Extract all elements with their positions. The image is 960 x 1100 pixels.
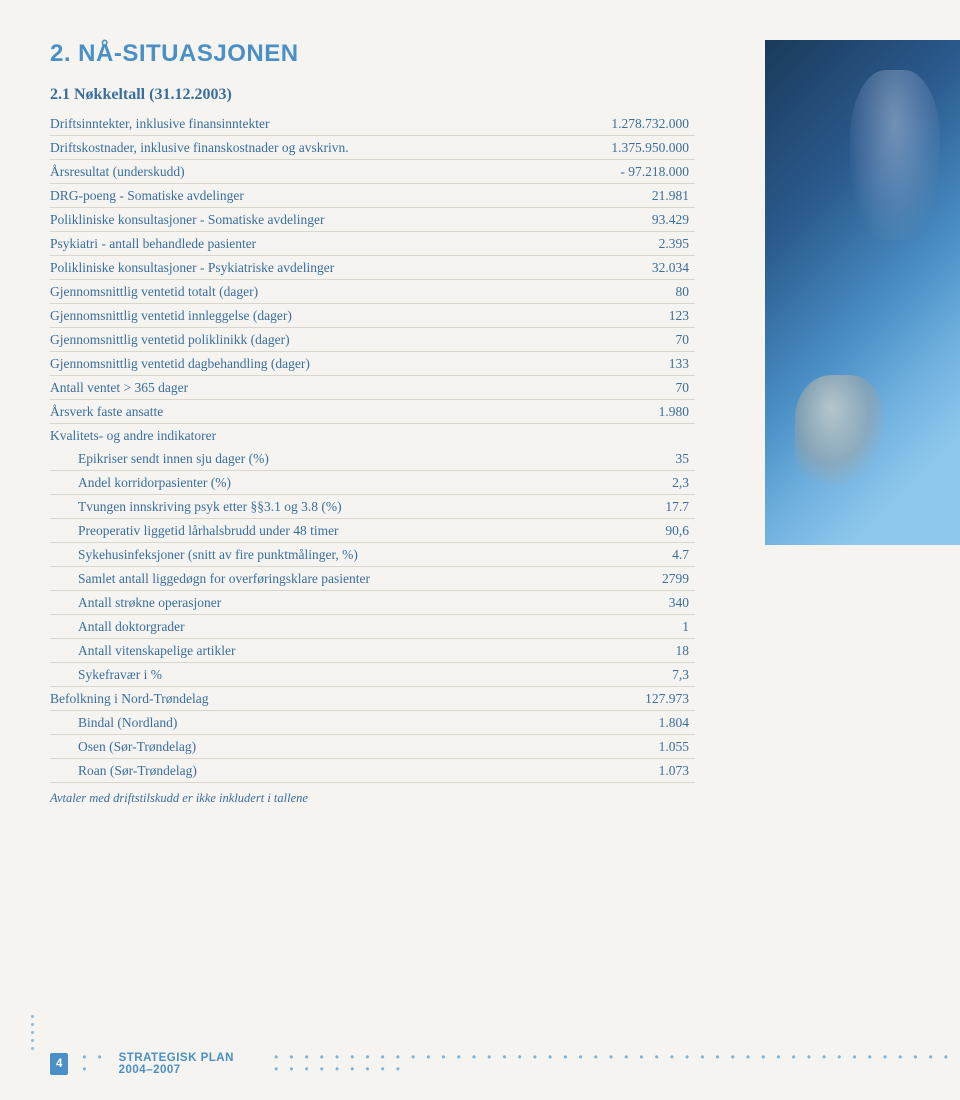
table-row: Antall doktorgrader1	[50, 615, 695, 639]
table-row-label: Sykefravær i %	[50, 667, 605, 683]
table-row: Gjennomsnittlig ventetid poliklinikk (da…	[50, 328, 695, 352]
table-row: Årsverk faste ansatte1.980	[50, 400, 695, 424]
table-row-value: 2.395	[605, 236, 695, 252]
table-row-value: 80	[605, 284, 695, 300]
table-row-value: 127.973	[605, 691, 695, 707]
table-row-label: Årsverk faste ansatte	[50, 404, 605, 420]
table-row-value: 21.981	[605, 188, 695, 204]
table-row-value: 1	[605, 619, 695, 635]
footer-title: STRATEGISK PLAN 2004–2007	[119, 1052, 271, 1076]
table-row: Gjennomsnittlig ventetid totalt (dager)8…	[50, 280, 695, 304]
table-row-label: Antall strøkne operasjoner	[50, 595, 605, 611]
table-row: Kvalitets- og andre indikatorer	[50, 424, 695, 447]
table-footnote: Avtaler med driftstilskudd er ikke inklu…	[50, 791, 910, 806]
table-row-label: Bindal (Nordland)	[50, 715, 605, 731]
table-row-value: 340	[605, 595, 695, 611]
table-row-value: 1.278.732.000	[605, 116, 695, 132]
table-row: Tvungen innskriving psyk etter §§3.1 og …	[50, 495, 695, 519]
table-row-label: Driftsinntekter, inklusive finansinntekt…	[50, 116, 605, 132]
dots-right: • • • • • • • • • • • • • • • • • • • • …	[274, 1052, 956, 1076]
table-row: Andel korridorpasienter (%)2,3	[50, 471, 695, 495]
table-row-value: 2,3	[605, 475, 695, 491]
table-row-label: Sykehusinfeksjoner (snitt av fire punktm…	[50, 547, 605, 563]
table-row-value: 4.7	[605, 547, 695, 563]
table-row-value: 32.034	[605, 260, 695, 276]
table-row-value: 2799	[605, 571, 695, 587]
table-row: Sykehusinfeksjoner (snitt av fire punktm…	[50, 543, 695, 567]
table-row-label: Samlet antall liggedøgn for overføringsk…	[50, 571, 605, 587]
table-row: Befolkning i Nord-Trøndelag127.973	[50, 687, 695, 711]
table-row: Antall ventet > 365 dager70	[50, 376, 695, 400]
table-row: Gjennomsnittlig ventetid dagbehandling (…	[50, 352, 695, 376]
table-row: Epikriser sendt innen sju dager (%)35	[50, 447, 695, 471]
sidebar-photo	[765, 40, 960, 545]
table-row-label: Andel korridorpasienter (%)	[50, 475, 605, 491]
table-row-label: Antall ventet > 365 dager	[50, 380, 605, 396]
table-row: Driftsinntekter, inklusive finansinntekt…	[50, 112, 695, 136]
table-row: Driftskostnader, inklusive finanskostnad…	[50, 136, 695, 160]
table-row-label: Gjennomsnittlig ventetid totalt (dager)	[50, 284, 605, 300]
table-row-label: Befolkning i Nord-Trøndelag	[50, 691, 605, 707]
table-row-label: Polikliniske konsultasjoner - Psykiatris…	[50, 260, 605, 276]
table-row-value: 35	[605, 451, 695, 467]
table-row-value: 7,3	[605, 667, 695, 683]
table-row-label: Polikliniske konsultasjoner - Somatiske …	[50, 212, 605, 228]
table-row-label: Årsresultat (underskudd)	[50, 164, 605, 180]
table-row-label: Gjennomsnittlig ventetid dagbehandling (…	[50, 356, 605, 372]
table-row: Bindal (Nordland)1.804	[50, 711, 695, 735]
table-row-label: Epikriser sendt innen sju dager (%)	[50, 451, 605, 467]
decorative-dots-vertical	[31, 1015, 34, 1050]
table-row: Sykefravær i %7,3	[50, 663, 695, 687]
table-row-label: Osen (Sør-Trøndelag)	[50, 739, 605, 755]
table-row: Årsresultat (underskudd)- 97.218.000	[50, 160, 695, 184]
table-row-label: Driftskostnader, inklusive finanskostnad…	[50, 140, 605, 156]
table-row-value: 1.055	[605, 739, 695, 755]
table-row-label: Tvungen innskriving psyk etter §§3.1 og …	[50, 499, 605, 515]
table-row-label: Antall doktorgrader	[50, 619, 605, 635]
table-row-label: DRG-poeng - Somatiske avdelinger	[50, 188, 605, 204]
table-row: Roan (Sør-Trøndelag)1.073	[50, 759, 695, 783]
table-row: DRG-poeng - Somatiske avdelinger21.981	[50, 184, 695, 208]
table-row-label: Kvalitets- og andre indikatorer	[50, 428, 605, 444]
table-row-value: 70	[605, 332, 695, 348]
table-row-value: - 97.218.000	[605, 164, 695, 180]
table-row-value: 90,6	[605, 523, 695, 539]
table-row: Polikliniske konsultasjoner - Psykiatris…	[50, 256, 695, 280]
table-row-value: 17.7	[605, 499, 695, 515]
page-number: 4	[50, 1053, 68, 1075]
table-row: Preoperativ liggetid lårhalsbrudd under …	[50, 519, 695, 543]
table-row-value: 18	[605, 643, 695, 659]
table-row-value: 1.804	[605, 715, 695, 731]
table-row-value: 123	[605, 308, 695, 324]
table-row: Antall vitenskapelige artikler18	[50, 639, 695, 663]
key-figures-table: Driftsinntekter, inklusive finansinntekt…	[50, 112, 695, 783]
dots-left: • • •	[82, 1052, 114, 1076]
table-row-value: 70	[605, 380, 695, 396]
table-row-value: 93.429	[605, 212, 695, 228]
table-row-label: Gjennomsnittlig ventetid poliklinikk (da…	[50, 332, 605, 348]
table-row: Psykiatri - antall behandlede pasienter2…	[50, 232, 695, 256]
table-row-label: Roan (Sør-Trøndelag)	[50, 763, 605, 779]
table-row-label: Antall vitenskapelige artikler	[50, 643, 605, 659]
page-footer: 4 • • • STRATEGISK PLAN 2004–2007 • • • …	[50, 1052, 960, 1076]
table-row: Gjennomsnittlig ventetid innleggelse (da…	[50, 304, 695, 328]
table-row-value: 1.073	[605, 763, 695, 779]
table-row-value: 133	[605, 356, 695, 372]
table-row: Samlet antall liggedøgn for overføringsk…	[50, 567, 695, 591]
table-row-label: Gjennomsnittlig ventetid innleggelse (da…	[50, 308, 605, 324]
table-row: Osen (Sør-Trøndelag)1.055	[50, 735, 695, 759]
table-row: Polikliniske konsultasjoner - Somatiske …	[50, 208, 695, 232]
table-row-label: Preoperativ liggetid lårhalsbrudd under …	[50, 523, 605, 539]
table-row: Antall strøkne operasjoner340	[50, 591, 695, 615]
table-row-value: 1.375.950.000	[605, 140, 695, 156]
table-row-label: Psykiatri - antall behandlede pasienter	[50, 236, 605, 252]
table-row-value: 1.980	[605, 404, 695, 420]
